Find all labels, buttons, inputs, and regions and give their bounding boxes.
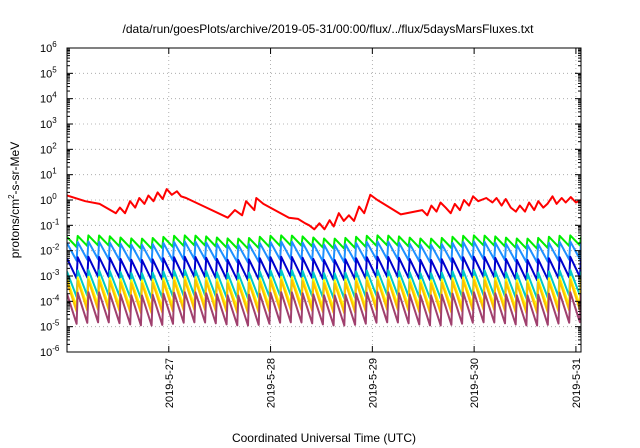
series-line	[67, 279, 581, 315]
y-tick-label: 101	[40, 167, 57, 182]
y-tick-label: 104	[40, 91, 57, 106]
chart-title: /data/run/goesPlots/archive/2019-05-31/0…	[123, 22, 535, 36]
series-line	[67, 240, 581, 264]
y-tick-label: 106	[40, 40, 57, 55]
y-tick-label: 10-4	[40, 293, 60, 308]
x-tick-label: 2019-5-30	[469, 358, 481, 408]
y-tick-label: 10-5	[40, 319, 60, 334]
y-tick-label: 10-1	[40, 217, 60, 232]
x-tick-label: 2019-5-31	[571, 358, 583, 408]
data-series	[67, 188, 581, 327]
series-line	[67, 275, 581, 310]
y-tick-label: 103	[40, 116, 57, 131]
y-axis-title-base: protons/cm	[8, 199, 22, 258]
series-line	[67, 234, 581, 250]
x-axis: 2019-5-27 2019-5-28 2019-5-29 2019-5-30 2019…	[164, 48, 583, 408]
y-axis-title: protons/cm2-s-sr-MeV	[7, 142, 22, 258]
series-line	[67, 255, 581, 282]
y-tick-label: 10-2	[40, 243, 60, 258]
y-tick-label: 105	[40, 65, 57, 80]
x-axis-title: Coordinated Universal Time (UTC)	[232, 431, 416, 445]
y-axis-title-rest: -s-sr-MeV	[8, 142, 22, 195]
y-tick-label: 102	[40, 141, 57, 156]
x-tick-label: 2019-5-27	[164, 358, 176, 408]
series-line	[67, 291, 581, 327]
y-tick-label: 100	[40, 192, 57, 207]
series-line	[67, 188, 581, 231]
x-tick-label: 2019-5-28	[266, 358, 278, 408]
y-tick-label: 10-3	[40, 268, 60, 283]
y-tick-label: 10-6	[40, 344, 60, 359]
x-tick-label: 2019-5-29	[367, 358, 379, 408]
y-axis-title-superscript: 2	[7, 194, 16, 199]
y-axis: 10-6 10-5 10-4 10-3 10-2 10-1 100 101 102 103 104 1…	[40, 40, 581, 359]
series-line	[67, 269, 581, 300]
